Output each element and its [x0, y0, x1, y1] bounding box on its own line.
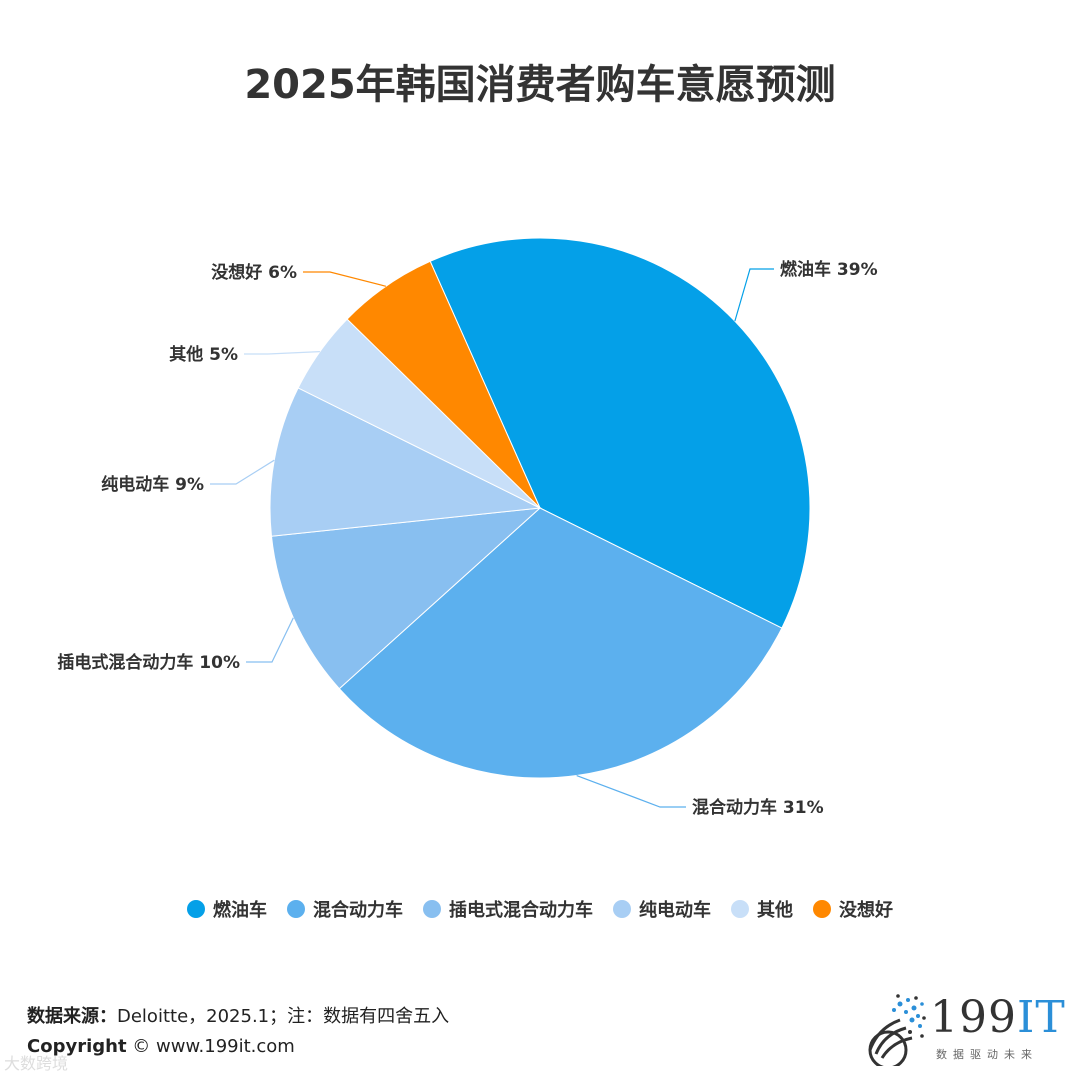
legend-label: 混合动力车 — [313, 900, 403, 921]
legend-dot-icon — [287, 900, 305, 918]
leader-line-3 — [210, 459, 275, 485]
slice-label-5: 没想好 6% — [211, 262, 297, 283]
legend-item-2[interactable]: 插电式混合动力车 — [423, 896, 593, 922]
leader-line-4 — [244, 350, 320, 355]
slice-label-0: 燃油车 39% — [780, 259, 878, 280]
data-source: 数据来源：Deloitte，2025.1；注：数据有四舍五入 — [27, 1002, 449, 1028]
legend-item-4[interactable]: 其他 — [731, 896, 793, 922]
leader-line-0 — [734, 268, 774, 322]
copyright-label: Copyright — [27, 1036, 127, 1057]
leader-line-5 — [303, 271, 387, 287]
brand-logo: 199IT 数据驱动未来 — [848, 990, 1068, 1070]
copyright-text: © www.199it.com — [132, 1036, 295, 1057]
data-source-text: Deloitte，2025.1；注：数据有四舍五入 — [117, 1006, 450, 1027]
legend-item-1[interactable]: 混合动力车 — [287, 896, 403, 922]
logo-text: 199IT — [930, 992, 1066, 1043]
chart-legend: 燃油车 混合动力车 插电式混合动力车 纯电动车 其他 没想好 — [0, 896, 1080, 922]
leader-line-2 — [246, 617, 294, 663]
legend-label: 燃油车 — [213, 900, 267, 921]
legend-dot-icon — [731, 900, 749, 918]
legend-label: 没想好 — [839, 900, 893, 921]
pie-slice-0 — [429, 237, 811, 629]
chart-title: 2025年韩国消费者购车意愿预测 — [244, 62, 836, 108]
pie-slice-1 — [338, 507, 783, 779]
legend-label: 插电式混合动力车 — [449, 900, 593, 921]
slice-label-2: 插电式混合动力车 10% — [57, 652, 240, 673]
slice-label-4: 其他 5% — [169, 344, 238, 365]
legend-item-3[interactable]: 纯电动车 — [613, 896, 711, 922]
legend-item-5[interactable]: 没想好 — [813, 896, 893, 922]
legend-dot-icon — [813, 900, 831, 918]
legend-dot-icon — [423, 900, 441, 918]
legend-item-0[interactable]: 燃油车 — [187, 896, 267, 922]
leader-line-1 — [576, 774, 686, 808]
legend-label: 其他 — [757, 900, 793, 921]
legend-label: 纯电动车 — [639, 900, 711, 921]
logo-digits: 199 — [930, 992, 1017, 1043]
copyright: Copyright © www.199it.com — [27, 1036, 295, 1057]
logo-subtitle: 数据驱动未来 — [936, 1048, 1038, 1061]
pie-slice-2 — [270, 507, 542, 690]
legend-dot-icon — [187, 900, 205, 918]
legend-dot-icon — [613, 900, 631, 918]
watermark: 大数跨境 — [4, 1054, 69, 1073]
logo-it: IT — [1016, 992, 1066, 1043]
data-source-label: 数据来源： — [27, 1006, 117, 1027]
slice-label-3: 纯电动车 9% — [101, 474, 204, 495]
logo-dots-icon — [868, 994, 926, 1070]
slice-label-1: 混合动力车 31% — [692, 797, 824, 818]
